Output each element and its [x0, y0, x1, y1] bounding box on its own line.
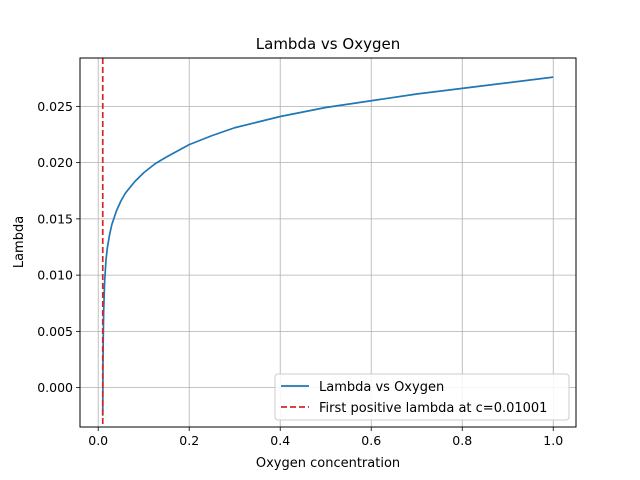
- x-axis-label: Oxygen concentration: [256, 456, 400, 471]
- legend-entry-lambda: Lambda vs Oxygen: [319, 380, 444, 395]
- y-axis-label: Lambda: [12, 216, 27, 268]
- x-tick-label: 0.4: [270, 433, 290, 448]
- y-tick-label: 0.015: [37, 211, 73, 226]
- series-line-0: [101, 76, 554, 416]
- x-tick-label: 1.0: [543, 433, 563, 448]
- grid: [80, 58, 576, 427]
- axes-frame: [79, 57, 577, 428]
- chart-title: Lambda vs Oxygen: [256, 35, 400, 53]
- x-tick-label: 0.2: [179, 433, 199, 448]
- x-tick-label: 0.6: [361, 433, 381, 448]
- y-tick-label: 0.025: [37, 99, 73, 114]
- plot-area: [101, 58, 554, 427]
- legend: Lambda vs Oxygen First positive lambda a…: [274, 373, 570, 421]
- y-tick-label: 0.020: [37, 155, 73, 170]
- y-tick-label: 0.010: [37, 268, 73, 283]
- legend-entry-threshold: First positive lambda at c=0.01001: [319, 401, 547, 416]
- legend-box: [274, 373, 570, 421]
- x-tick-label: 0.8: [452, 433, 472, 448]
- ticks: 0.0 0.2 0.4 0.6 0.8 1.0 0.000 0.005 0.010 0.015 0.…: [37, 99, 563, 448]
- x-tick-label: 0.0: [88, 433, 108, 448]
- y-tick-label: 0.000: [37, 380, 73, 395]
- y-tick-label: 0.005: [37, 324, 73, 339]
